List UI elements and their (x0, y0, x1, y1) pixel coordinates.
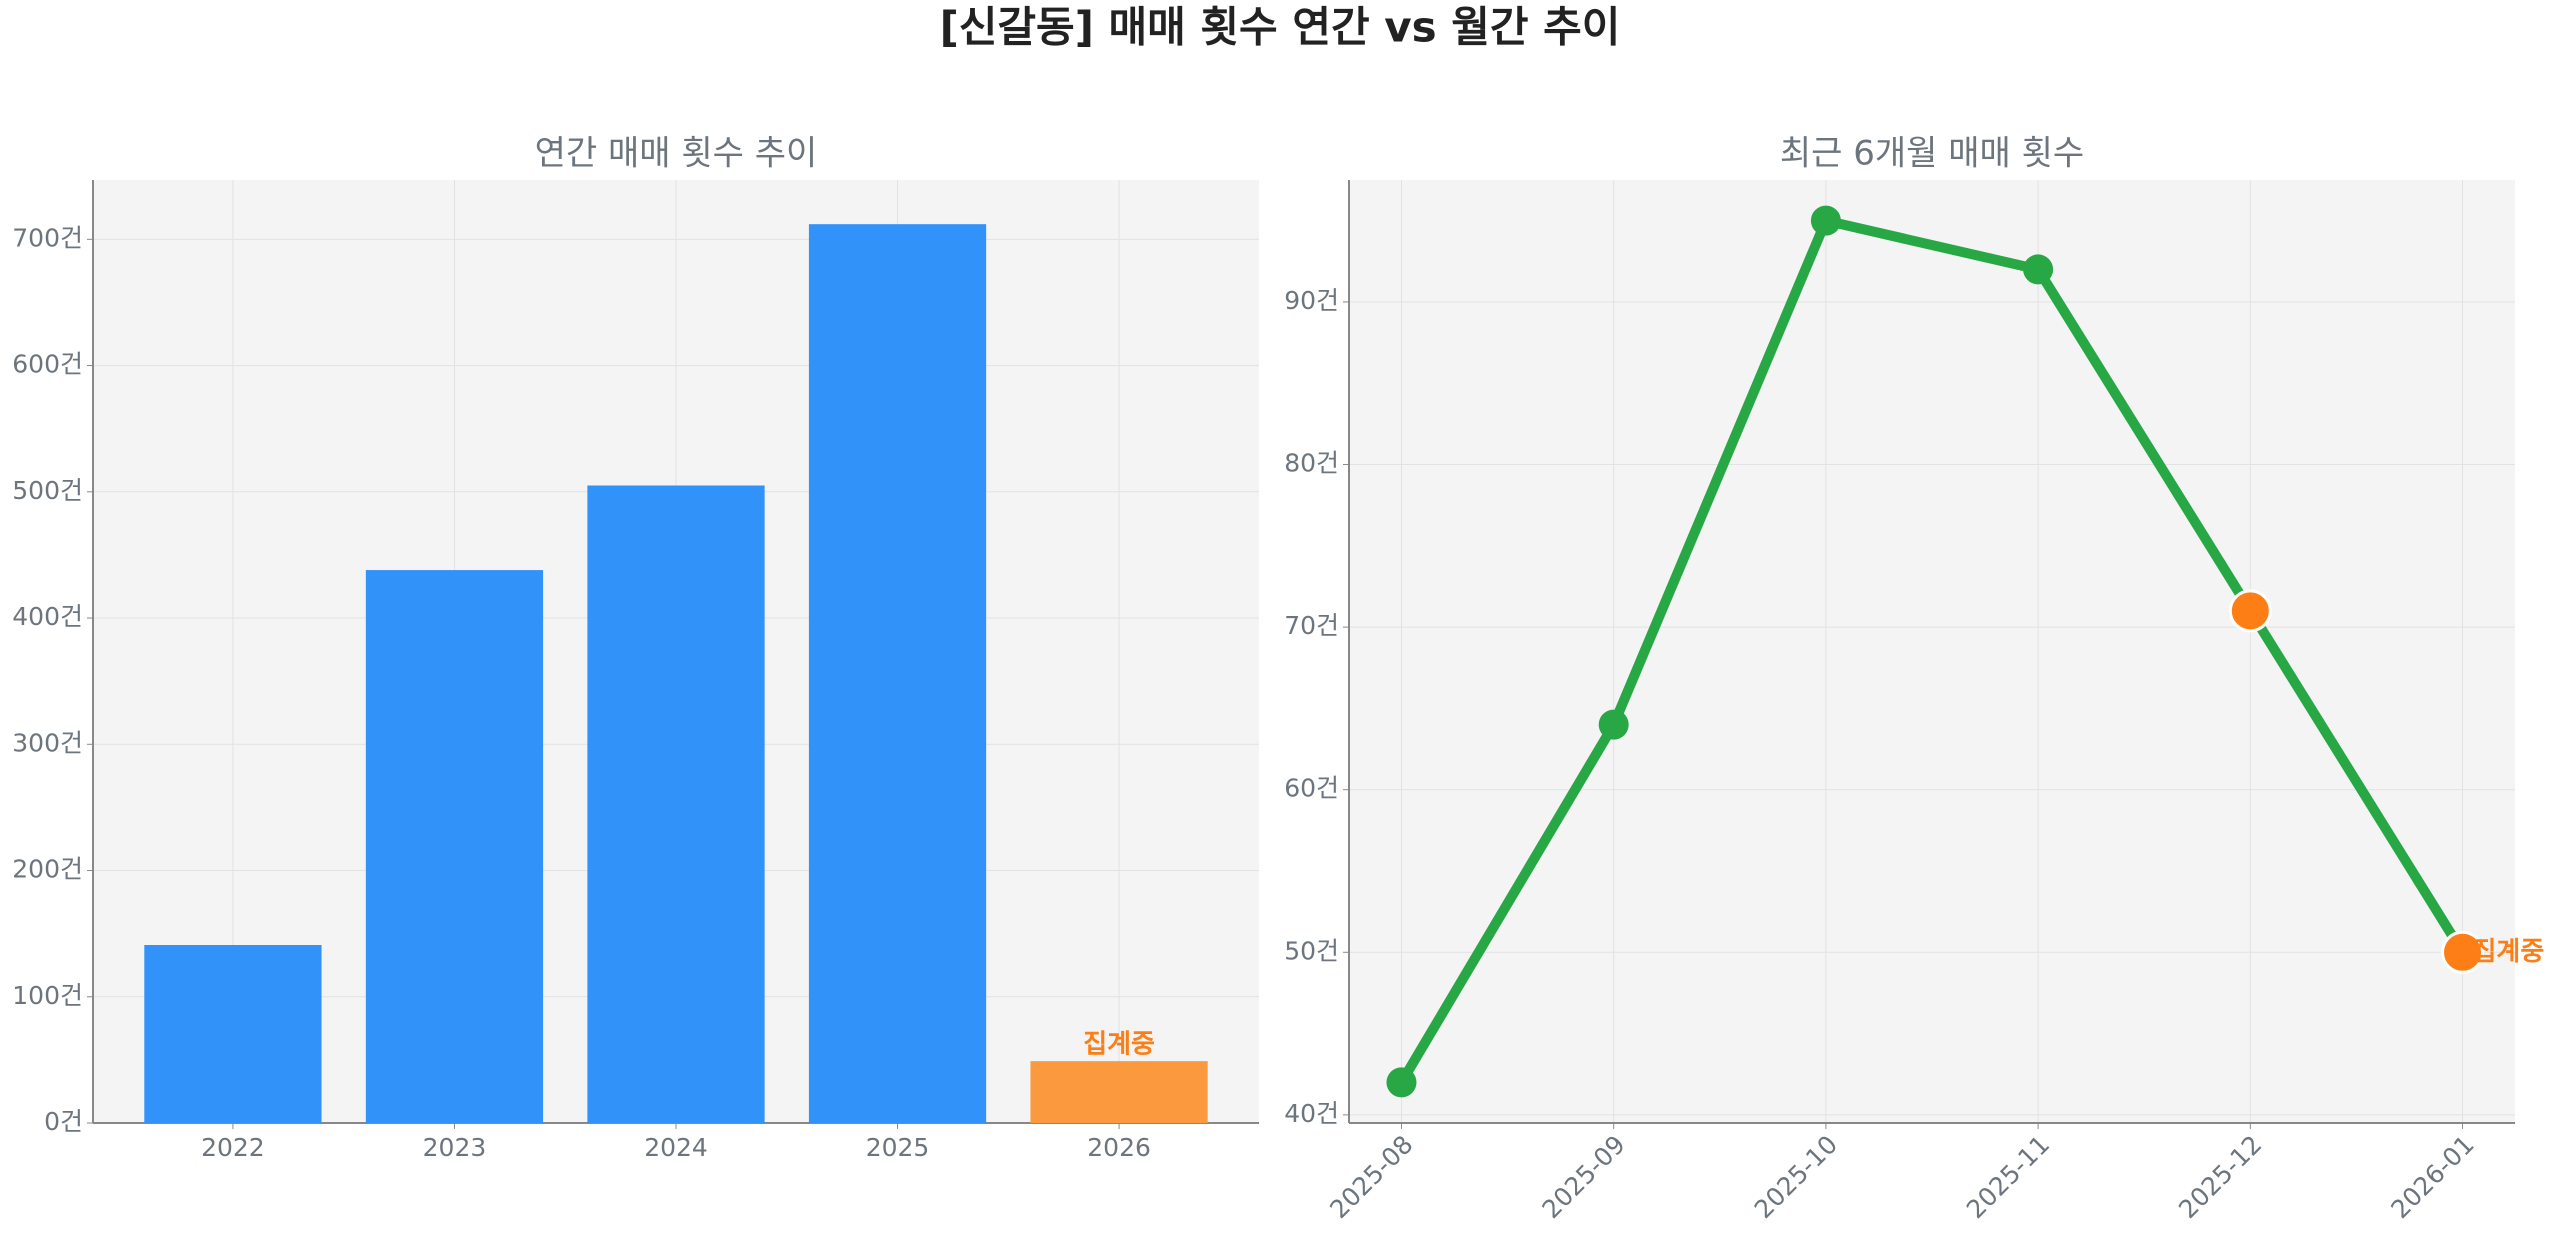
plot-area (1349, 180, 2515, 1123)
y-tick-label: 500건 (12, 476, 83, 505)
y-tick-label: 70건 (1284, 611, 1339, 640)
y-tick-label: 0건 (44, 1107, 83, 1136)
y-tick-label: 400건 (12, 602, 83, 631)
y-tick-label: 100건 (12, 981, 83, 1010)
point (1386, 1067, 1417, 1098)
main-title: [신갈동] 매매 횟수 연간 vs 월간 추이 (940, 3, 1621, 52)
y-tick-label: 50건 (1284, 936, 1339, 965)
point (1810, 205, 1841, 236)
x-tick-label: 2025-08 (1324, 1130, 1418, 1224)
y-tick-label: 90건 (1284, 286, 1339, 315)
bar (808, 224, 987, 1123)
y-tick-label: 700건 (12, 223, 83, 252)
chart-title: 최근 6개월 매매 횟수 (1780, 134, 2084, 174)
x-tick-label: 2026 (1087, 1133, 1151, 1162)
x-tick-label: 2022 (201, 1133, 265, 1162)
bar (1030, 1061, 1208, 1123)
x-tick-label: 2026-01 (2385, 1130, 2479, 1224)
annotation: 집계중 (1083, 1030, 1155, 1060)
y-tick-label: 200건 (12, 855, 83, 884)
bar (365, 570, 544, 1123)
x-tick-label: 2025-09 (1536, 1130, 1630, 1224)
x-tick-label: 2025-11 (1961, 1130, 2055, 1224)
x-tick-label: 2025 (866, 1133, 930, 1162)
y-tick-label: 300건 (12, 728, 83, 757)
y-tick-label: 80건 (1284, 449, 1339, 478)
point (2023, 254, 2054, 285)
chart-title: 연간 매매 횟수 추이 (535, 134, 818, 174)
x-tick-label: 2025-12 (2173, 1130, 2267, 1224)
y-tick-label: 600건 (12, 350, 83, 379)
annotation: 집계중 (2473, 937, 2545, 967)
bar (144, 945, 322, 1123)
y-tick-label: 60건 (1284, 774, 1339, 803)
point (1598, 709, 1629, 740)
y-tick-label: 40건 (1284, 1099, 1339, 1128)
x-tick-label: 2023 (423, 1133, 487, 1162)
bar (587, 485, 765, 1123)
point (2441, 930, 2485, 974)
point (2228, 589, 2272, 633)
line (1397, 215, 2467, 1085)
x-tick-label: 2024 (644, 1133, 708, 1162)
x-tick-label: 2025-10 (1749, 1130, 1843, 1224)
